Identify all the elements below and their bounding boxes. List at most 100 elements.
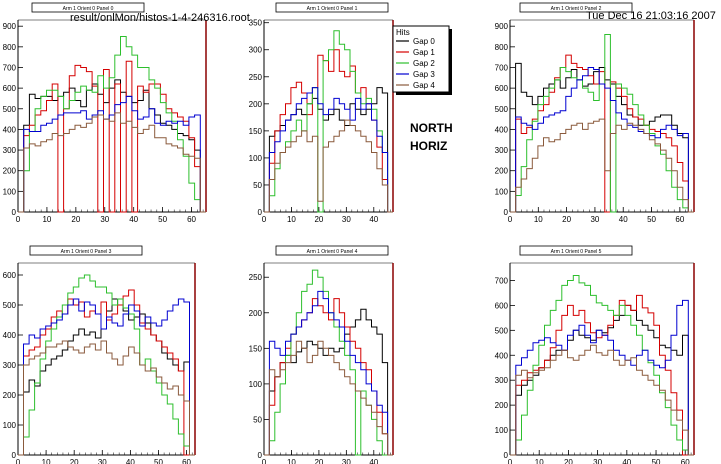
series-gap-4	[264, 119, 393, 213]
x-tick-label: 40	[369, 215, 378, 224]
panel-1: Arm 1 Orient 0 Panel 1050100150200250300…	[249, 2, 394, 224]
series-gap-0	[264, 87, 393, 213]
y-tick-label: 0	[12, 208, 17, 217]
legend-box	[392, 25, 450, 93]
panel-4: Arm 1 Orient 0 Panel 4 0 50 100 150 200 250 0 10…	[249, 245, 394, 464]
x-tick-label: 20	[71, 215, 80, 224]
x-tick-label: 10	[287, 215, 296, 224]
x-tick-label: 50	[158, 215, 167, 224]
y-tick-label: 400	[3, 331, 17, 340]
y-tick-label: 600	[3, 271, 17, 280]
x-tick-label: 30	[342, 458, 351, 464]
x-tick-label: 40	[129, 215, 138, 224]
panel-title: Arm 1 Orient 0 Panel 5	[551, 249, 602, 255]
series-gap-4	[510, 118, 694, 213]
series-gap-3	[510, 67, 694, 213]
series-gap-2	[510, 275, 694, 456]
series-gap-1	[18, 60, 206, 213]
series-gap-4	[18, 112, 206, 213]
x-tick-label: 60	[187, 215, 196, 224]
panel-5: Arm 1 Orient 0 Panel 5010020030040050060…	[495, 245, 695, 464]
y-tick-label: 300	[495, 376, 509, 385]
x-tick-label: 50	[652, 458, 661, 464]
y-tick-label: 600	[495, 301, 509, 310]
y-tick-label: 500	[495, 326, 509, 335]
y-tick-label: 700	[3, 63, 17, 72]
y-tick-label: 300	[249, 46, 263, 55]
y-tick-label: 50	[253, 181, 262, 190]
x-tick-label: 40	[622, 458, 631, 464]
x-tick-label: 30	[590, 215, 599, 224]
x-tick-label: 0	[508, 458, 513, 464]
y-tick-label: 50	[253, 415, 262, 424]
panel-2: Arm 1 Orient 0 Panel 2010020030040050060…	[495, 2, 695, 224]
x-tick-label: 10	[287, 458, 296, 464]
x-tick-label: 10	[42, 215, 51, 224]
x-tick-label: 30	[100, 215, 109, 224]
series-gap-4	[264, 340, 393, 456]
y-tick-label: 200	[495, 401, 509, 410]
series-gap-2	[264, 30, 393, 213]
y-tick-label: 350	[249, 19, 263, 28]
x-tick-label: 60	[182, 458, 191, 464]
series-gap-2	[18, 36, 206, 213]
x-tick-label: 10	[534, 215, 543, 224]
x-tick-label: 40	[369, 458, 378, 464]
series-gap-1	[18, 289, 195, 456]
x-tick-label: 50	[154, 458, 163, 464]
y-tick-label: 300	[495, 146, 509, 155]
y-tick-label: 300	[3, 361, 17, 370]
y-tick-label: 250	[249, 273, 263, 282]
x-tick-label: 20	[564, 458, 573, 464]
series-gap-1	[510, 294, 694, 456]
x-tick-label: 60	[675, 215, 684, 224]
series-gap-4	[510, 344, 694, 456]
panel-title-box	[519, 2, 633, 13]
timestamp: Tue Dec 16 21:03:16 2007	[586, 10, 716, 22]
x-tick-label: 20	[314, 215, 323, 224]
legend-entry: Gap 1	[413, 48, 435, 57]
y-tick-label: 500	[495, 105, 509, 114]
panel-3: Arm 1 Orient 0 Panel 3010020030040050060…	[3, 245, 196, 464]
y-tick-label: 700	[495, 276, 509, 285]
x-tick-label: 40	[619, 215, 628, 224]
y-tick-label: 150	[249, 344, 263, 353]
x-tick-label: 20	[314, 458, 323, 464]
series-gap-3	[18, 95, 206, 213]
series-gap-3	[18, 298, 195, 456]
y-tick-label: 800	[3, 43, 17, 52]
y-tick-label: 500	[3, 105, 17, 114]
legend-entry: Gap 0	[413, 37, 435, 46]
y-tick-label: 0	[504, 451, 509, 460]
y-tick-label: 700	[495, 63, 509, 72]
x-tick-label: 10	[535, 458, 544, 464]
legend-entry: Gap 4	[413, 81, 435, 90]
series-gap-4	[18, 340, 195, 456]
y-tick-label: 300	[3, 146, 17, 155]
y-tick-label: 200	[249, 309, 263, 318]
panel-title-box	[29, 245, 143, 256]
panel-title-box	[275, 245, 389, 256]
series-gap-0	[264, 308, 393, 456]
panel-title: Arm 1 Orient 0 Panel 1	[307, 6, 358, 12]
panel-0: Arm 1 Orient 0 Panel 0010020030040050060…	[3, 2, 207, 224]
series-gap-2	[18, 274, 195, 456]
y-tick-label: 900	[495, 22, 509, 31]
y-tick-label: 200	[3, 391, 17, 400]
x-tick-label: 30	[98, 458, 107, 464]
y-tick-label: 150	[249, 127, 263, 136]
x-tick-label: 0	[508, 215, 513, 224]
legend-entry: Gap 2	[413, 59, 435, 68]
y-tick-label: 800	[495, 43, 509, 52]
y-tick-label: 100	[249, 380, 263, 389]
y-tick-label: 600	[3, 84, 17, 93]
y-tick-label: 400	[495, 125, 509, 134]
series-gap-3	[264, 87, 393, 213]
x-tick-label: 10	[42, 458, 51, 464]
series-gap-1	[264, 298, 393, 456]
x-tick-label: 0	[262, 458, 267, 464]
y-tick-label: 200	[495, 167, 509, 176]
y-tick-label: 100	[3, 421, 17, 430]
